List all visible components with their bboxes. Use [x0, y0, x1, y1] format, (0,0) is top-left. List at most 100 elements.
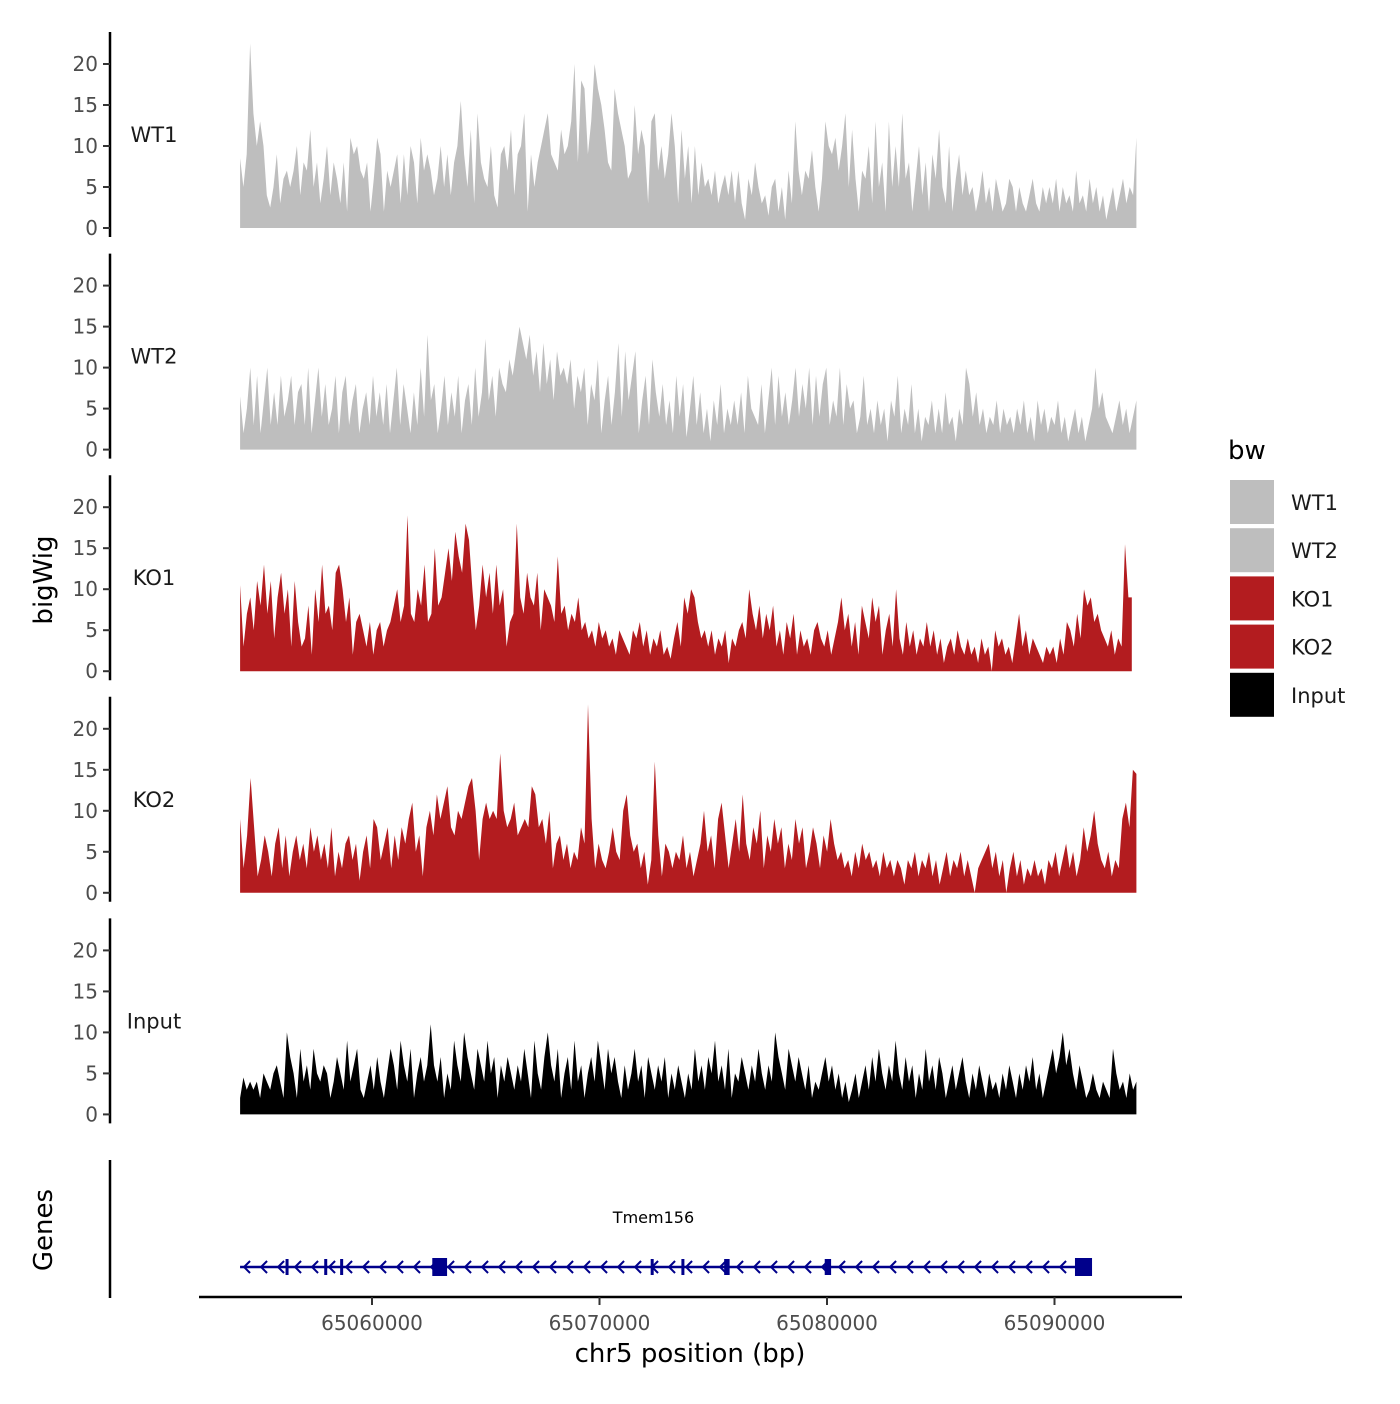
y-tick-label: 15: [73, 979, 98, 1003]
strand-arrow: [973, 1260, 982, 1274]
strand-arrow: [854, 1260, 863, 1274]
y-tick-label: 5: [85, 175, 98, 199]
strand-arrow: [293, 1260, 302, 1274]
strand-arrow: [752, 1260, 761, 1274]
strand-arrow: [463, 1260, 472, 1274]
strand-arrow: [735, 1260, 744, 1274]
track-ko2: 0 5 10 15 20 KO2: [73, 696, 1137, 905]
strand-arrow: [633, 1260, 642, 1274]
strand-arrow: [327, 1260, 336, 1274]
strand-arrow: [310, 1260, 319, 1274]
strand-arrow: [718, 1260, 727, 1274]
track-label: KO2: [133, 788, 176, 812]
strand-arrow: [922, 1260, 931, 1274]
legend-label-wt2: WT2: [1291, 539, 1338, 563]
strand-arrow: [531, 1260, 540, 1274]
strand-arrow: [684, 1260, 693, 1274]
y-tick-label: 0: [85, 216, 98, 240]
coverage-area-wt1: [240, 43, 1137, 228]
strand-arrow: [990, 1260, 999, 1274]
y-tick-label: 20: [73, 274, 98, 298]
strand-arrow: [565, 1260, 574, 1274]
strand-arrow: [701, 1260, 710, 1274]
y-tick-label: 5: [85, 397, 98, 421]
y-tick-label: 5: [85, 1061, 98, 1085]
strand-arrow: [514, 1260, 523, 1274]
exon: [724, 1259, 730, 1275]
exon: [681, 1259, 685, 1275]
strand-arrow: [786, 1260, 795, 1274]
strand-arrow: [497, 1260, 506, 1274]
legend-label-ko2: KO2: [1291, 636, 1334, 660]
strand-arrow: [956, 1260, 965, 1274]
y-tick-label: 20: [73, 52, 98, 76]
strand-arrow: [378, 1260, 387, 1274]
y-tick-label: 15: [73, 315, 98, 339]
y-tick-label: 20: [73, 717, 98, 741]
coverage-area-wt2: [240, 326, 1137, 450]
exon: [1074, 1258, 1093, 1276]
strand-arrow: [259, 1260, 268, 1274]
x-axis-title: chr5 position (bp): [575, 1339, 806, 1369]
strand-arrow: [769, 1260, 778, 1274]
strand-arrow: [242, 1260, 251, 1274]
y-tick-label: 20: [73, 938, 98, 962]
y-tick-label: 15: [73, 536, 98, 560]
exon: [324, 1259, 328, 1275]
strand-arrow: [276, 1260, 285, 1274]
strand-arrow: [1041, 1260, 1050, 1274]
strand-arrow: [1058, 1260, 1067, 1274]
track-wt2: 0 5 10 15 20 WT2: [73, 253, 1137, 462]
y-tick-label: 10: [73, 799, 98, 823]
exon: [340, 1259, 344, 1275]
y-tick-label: 0: [85, 659, 98, 683]
y-tick-label: 15: [73, 93, 98, 117]
strand-arrow: [446, 1260, 455, 1274]
strand-arrow: [344, 1260, 353, 1274]
strand-arrow: [616, 1260, 625, 1274]
track-input: 0 5 10 15 20 Input: [73, 918, 1137, 1126]
strand-arrow: [871, 1260, 880, 1274]
track-ko1: 0 5 10 15 20 KO1: [73, 475, 1132, 683]
y-tick-label: 0: [85, 1102, 98, 1126]
strand-arrow: [888, 1260, 897, 1274]
legend-key-input: [1230, 672, 1274, 717]
strand-arrow: [905, 1260, 914, 1274]
legend-key-ko2: [1230, 624, 1274, 669]
gene-label: Tmem156: [612, 1208, 694, 1227]
strand-arrow: [803, 1260, 812, 1274]
exon: [432, 1258, 448, 1276]
strand-arrow: [939, 1260, 948, 1274]
y-tick-label: 10: [73, 1020, 98, 1044]
legend-key-wt2: [1230, 528, 1274, 573]
strand-arrow: [395, 1260, 404, 1274]
strand-arrow: [1024, 1260, 1033, 1274]
coverage-area-input: [240, 1024, 1137, 1115]
y-tick-label: 0: [85, 881, 98, 905]
genes-track: Tmem156: [108, 1160, 1093, 1298]
coverage-area-ko2: [240, 704, 1137, 893]
y-tick-label: 5: [85, 840, 98, 864]
strand-arrow: [1007, 1260, 1016, 1274]
track-label: Input: [127, 1009, 181, 1033]
x-tick-label: 65080000: [776, 1311, 878, 1335]
tracks-layer: 0 5 10 15 20 WT1 0 5 10 15 20 WT2 0 5 10 15 20 KO1 0 5 10 15 2…: [73, 32, 1137, 1126]
exon: [285, 1259, 289, 1275]
x-axis: 65060000 65070000 65080000 65090000: [199, 1295, 1182, 1335]
exon: [650, 1259, 654, 1275]
strand-arrow: [480, 1260, 489, 1274]
y-axis-title: bigWig: [29, 535, 59, 624]
legend-label-input: Input: [1291, 684, 1345, 708]
genes-axis-title: Genes: [29, 1189, 59, 1271]
track-label: WT1: [131, 123, 178, 147]
legend: bw WT1 WT2 KO1 KO2 Input: [1228, 436, 1345, 717]
strand-arrow: [548, 1260, 557, 1274]
legend-label-ko1: KO1: [1291, 587, 1334, 611]
track-label: KO1: [133, 566, 176, 590]
y-tick-label: 10: [73, 577, 98, 601]
strand-arrow: [361, 1260, 370, 1274]
strand-arrow: [837, 1260, 846, 1274]
track-label: WT2: [131, 345, 178, 369]
